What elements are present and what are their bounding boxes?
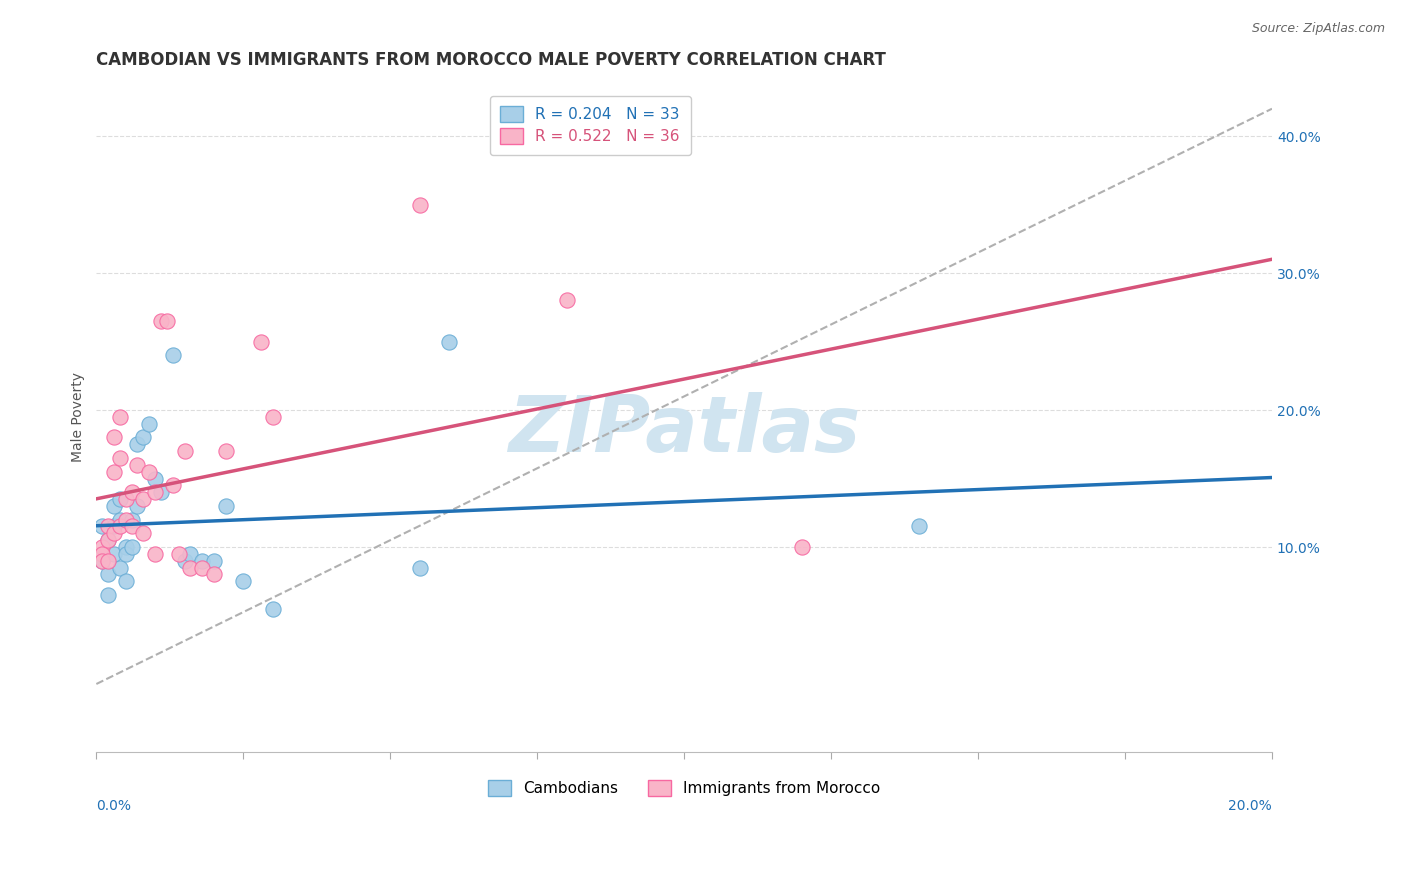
- Point: [97, 519, 120, 533]
- Point: [114, 492, 136, 507]
- Point: [97, 554, 120, 568]
- Point: [103, 547, 125, 561]
- Point: [138, 417, 160, 431]
- Point: [97, 533, 120, 548]
- Point: [103, 430, 125, 444]
- Point: [132, 526, 155, 541]
- Point: [127, 458, 149, 472]
- Point: [262, 601, 284, 615]
- Point: [127, 437, 149, 451]
- Text: 20.0%: 20.0%: [1229, 799, 1272, 814]
- Point: [250, 334, 273, 349]
- Point: [202, 554, 225, 568]
- Point: [114, 513, 136, 527]
- Point: [150, 314, 173, 328]
- Point: [437, 334, 460, 349]
- Point: [121, 513, 143, 527]
- Point: [97, 588, 120, 602]
- Y-axis label: Male Poverty: Male Poverty: [72, 372, 86, 462]
- Point: [215, 499, 238, 513]
- Point: [132, 430, 155, 444]
- Point: [908, 519, 931, 533]
- Point: [114, 540, 136, 554]
- Point: [156, 314, 179, 328]
- Point: [121, 485, 143, 500]
- Legend: Cambodians, Immigrants from Morocco: Cambodians, Immigrants from Morocco: [478, 771, 890, 805]
- Point: [232, 574, 254, 589]
- Point: [114, 547, 136, 561]
- Point: [91, 554, 114, 568]
- Point: [143, 485, 166, 500]
- Point: [91, 547, 114, 561]
- Point: [114, 574, 136, 589]
- Point: [191, 554, 214, 568]
- Text: 0.0%: 0.0%: [97, 799, 131, 814]
- Point: [150, 485, 173, 500]
- Point: [108, 519, 131, 533]
- Point: [108, 409, 131, 424]
- Point: [191, 560, 214, 574]
- Point: [162, 478, 184, 492]
- Point: [103, 499, 125, 513]
- Point: [790, 540, 813, 554]
- Point: [202, 567, 225, 582]
- Point: [97, 533, 120, 548]
- Point: [262, 409, 284, 424]
- Point: [103, 465, 125, 479]
- Point: [127, 499, 149, 513]
- Text: ZIPatlas: ZIPatlas: [508, 392, 860, 468]
- Text: Source: ZipAtlas.com: Source: ZipAtlas.com: [1251, 22, 1385, 36]
- Point: [91, 540, 114, 554]
- Point: [143, 547, 166, 561]
- Point: [143, 471, 166, 485]
- Point: [138, 465, 160, 479]
- Point: [167, 547, 190, 561]
- Point: [121, 540, 143, 554]
- Point: [108, 560, 131, 574]
- Point: [108, 513, 131, 527]
- Point: [108, 492, 131, 507]
- Point: [121, 519, 143, 533]
- Point: [173, 554, 195, 568]
- Point: [103, 526, 125, 541]
- Point: [132, 492, 155, 507]
- Point: [162, 348, 184, 362]
- Point: [173, 444, 195, 458]
- Point: [97, 567, 120, 582]
- Point: [408, 197, 430, 211]
- Point: [103, 519, 125, 533]
- Point: [179, 547, 201, 561]
- Point: [215, 444, 238, 458]
- Point: [179, 560, 201, 574]
- Point: [91, 554, 114, 568]
- Point: [408, 560, 430, 574]
- Point: [555, 293, 578, 308]
- Text: CAMBODIAN VS IMMIGRANTS FROM MOROCCO MALE POVERTY CORRELATION CHART: CAMBODIAN VS IMMIGRANTS FROM MOROCCO MAL…: [97, 51, 886, 69]
- Point: [91, 519, 114, 533]
- Point: [108, 450, 131, 465]
